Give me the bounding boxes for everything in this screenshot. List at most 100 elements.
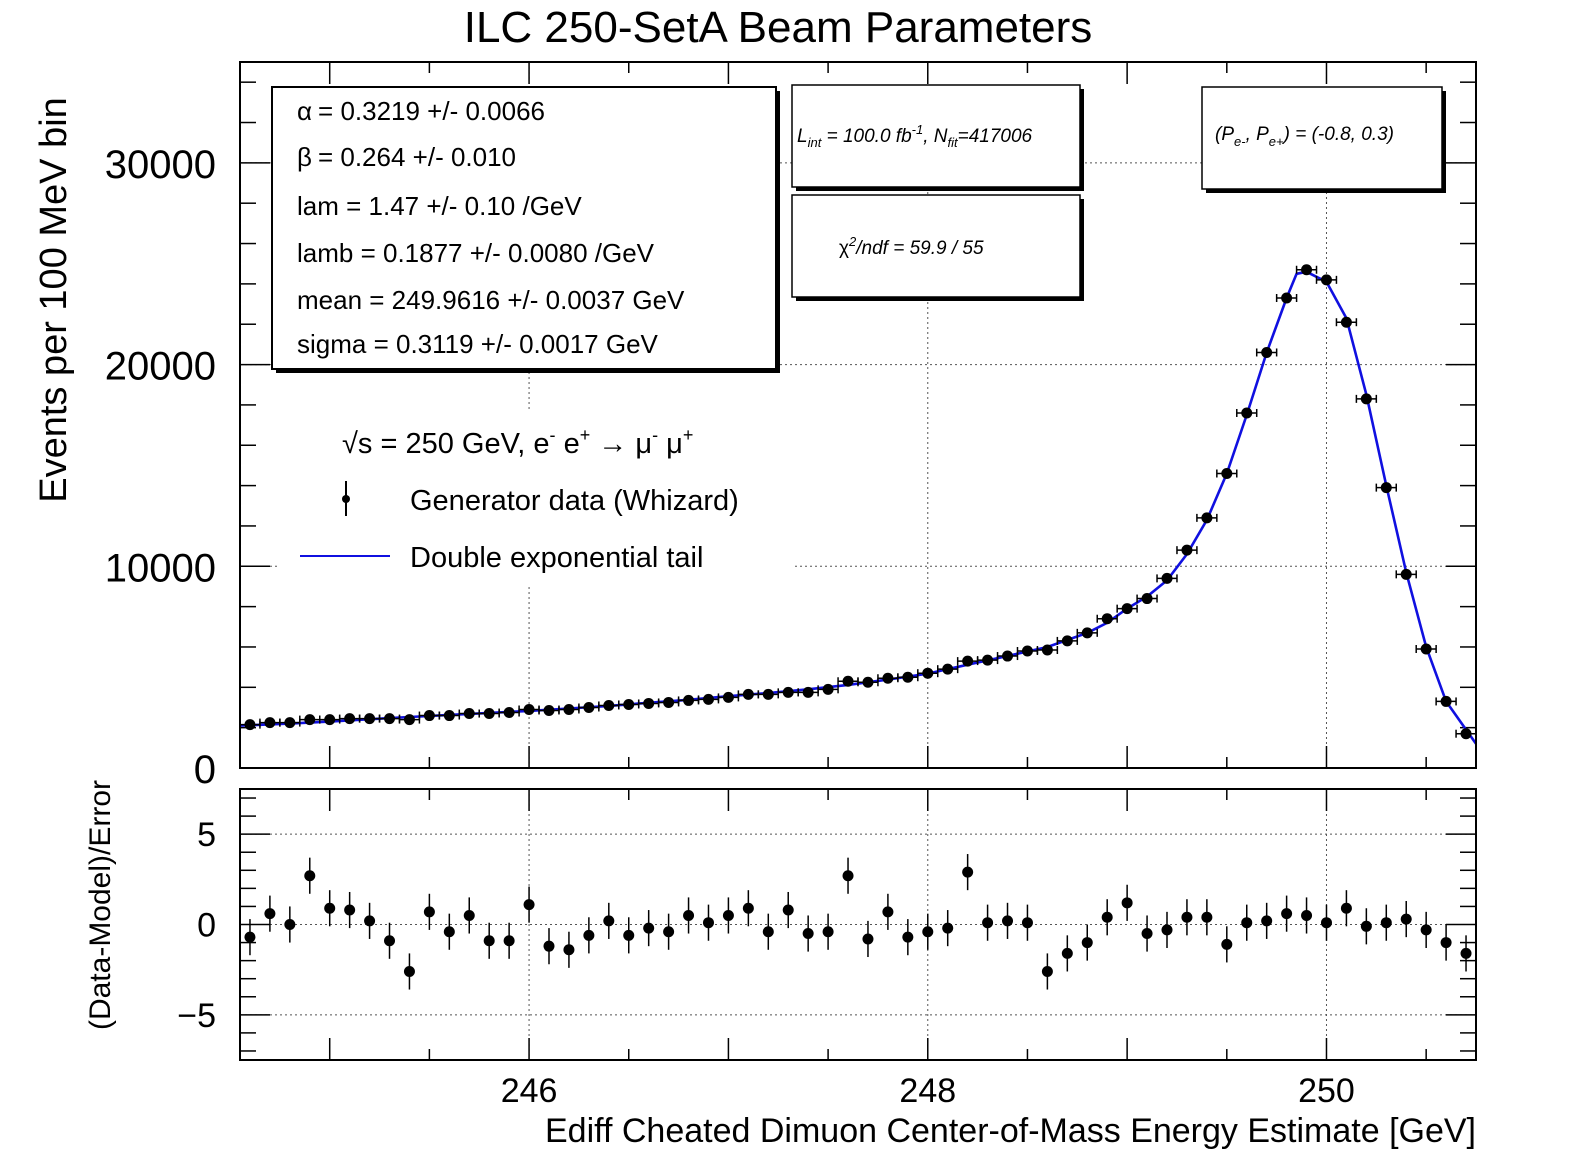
- pull-point: [1340, 890, 1352, 927]
- fit-parameter-box: α = 0.3219 +/- 0.0066 β = 0.264 +/- 0.010 …: [271, 86, 780, 373]
- pull-point-marker: [702, 917, 714, 929]
- data-point: [378, 713, 401, 725]
- pull-point: [782, 891, 794, 929]
- pull-point-marker: [1161, 924, 1173, 936]
- fit-param-sigma: sigma = 0.3119 +/- 0.0017 GeV: [297, 329, 659, 359]
- pull-point-marker: [483, 935, 495, 947]
- data-point-marker: [503, 707, 515, 719]
- pull-point: [1360, 908, 1372, 945]
- data-point: [777, 686, 799, 698]
- pull-point: [1460, 935, 1472, 972]
- pull-point: [683, 897, 695, 934]
- polarization-text: (Pe-, Pe+) = (-0.8, 0.3): [1215, 124, 1394, 149]
- pull-point: [1061, 935, 1073, 972]
- data-point: [1295, 264, 1318, 276]
- data-point: [478, 708, 500, 720]
- data-point-marker: [1121, 603, 1133, 615]
- pull-point-marker: [423, 906, 435, 918]
- chart-title: ILC 250-SetA Beam Parameters: [464, 3, 1093, 52]
- pull-point-marker: [1261, 915, 1273, 927]
- pull-point: [982, 904, 994, 941]
- data-point: [757, 688, 780, 700]
- data-point: [936, 663, 959, 675]
- data-point-marker: [982, 654, 994, 666]
- bottom-grid: [240, 789, 1476, 1060]
- data-point-marker: [583, 701, 595, 713]
- data-point: [1056, 635, 1079, 647]
- top-y-tick-label: 30000: [105, 143, 216, 187]
- data-point: [1435, 695, 1457, 707]
- pull-point-marker: [1021, 917, 1033, 929]
- pull-point-marker: [523, 899, 535, 911]
- pull-point: [344, 891, 356, 929]
- pull-point-marker: [583, 929, 595, 941]
- data-point-marker: [1161, 572, 1173, 584]
- data-point-marker: [1400, 568, 1412, 580]
- data-point-marker: [463, 708, 475, 720]
- pull-point: [324, 890, 336, 927]
- pull-point-marker: [1041, 965, 1053, 977]
- data-point: [1036, 644, 1059, 656]
- data-point-marker: [1440, 695, 1452, 707]
- pull-point: [1041, 953, 1053, 990]
- pull-point: [1320, 904, 1332, 941]
- data-point-marker: [663, 696, 675, 708]
- pull-point-marker: [882, 906, 894, 918]
- pull-point-marker: [1400, 913, 1412, 925]
- pull-point: [722, 897, 734, 934]
- data-point-marker: [962, 655, 974, 667]
- data-point: [1375, 482, 1398, 494]
- legend-entry-data: Generator data (Whizard): [410, 485, 739, 517]
- data-point: [618, 698, 640, 710]
- pull-point: [1420, 911, 1432, 948]
- data-point: [637, 697, 660, 709]
- x-tick-label: 246: [501, 1072, 558, 1110]
- pull-point: [942, 910, 954, 947]
- data-point-marker: [1141, 593, 1153, 605]
- pull-point-marker: [782, 904, 794, 916]
- pull-point: [1221, 926, 1233, 963]
- pull-point: [1081, 924, 1093, 961]
- data-point-marker: [802, 686, 814, 698]
- data-point-marker: [922, 667, 934, 679]
- data-point: [598, 699, 620, 711]
- data-point-marker: [1241, 407, 1253, 419]
- pull-point: [443, 913, 455, 950]
- data-point-marker: [443, 710, 455, 722]
- pull-point: [244, 919, 256, 956]
- pull-point-marker: [1101, 911, 1113, 923]
- data-point: [1096, 613, 1118, 625]
- data-point-marker: [1221, 467, 1233, 479]
- bottom-plot-frame: [239, 788, 1477, 1061]
- y-axis-label-top: Events per 100 MeV bin: [33, 97, 75, 503]
- data-point: [1255, 346, 1278, 358]
- data-point-marker: [1360, 393, 1372, 405]
- data-point-marker: [1320, 274, 1332, 286]
- pull-point: [483, 922, 495, 959]
- pull-point-marker: [403, 965, 415, 977]
- data-point: [318, 714, 341, 726]
- pull-point: [384, 922, 396, 959]
- pull-point: [523, 886, 535, 923]
- bottom-y-tick-label: 5: [197, 816, 216, 854]
- pull-point: [1201, 899, 1213, 936]
- data-point: [677, 694, 700, 706]
- legend-header: √s = 250 GeV, e- e+ → μ- μ+: [342, 425, 693, 460]
- data-point-marker: [742, 688, 754, 700]
- pull-point: [603, 902, 615, 939]
- top-ticks: [240, 62, 1476, 769]
- data-point-marker: [304, 714, 316, 726]
- pull-point-marker: [284, 919, 296, 930]
- pull-point: [1141, 915, 1153, 952]
- data-point: [1016, 645, 1039, 657]
- data-point: [1176, 544, 1198, 556]
- fit-param-mean: mean = 249.9616 +/- 0.0037 GeV: [297, 285, 685, 315]
- pull-point: [264, 895, 276, 932]
- data-point: [418, 710, 441, 722]
- pull-point-marker: [1061, 947, 1073, 959]
- data-point: [498, 707, 520, 719]
- pull-point: [1241, 904, 1253, 941]
- pull-point: [284, 906, 296, 943]
- pull-point: [623, 917, 635, 954]
- pull-point: [1121, 884, 1133, 921]
